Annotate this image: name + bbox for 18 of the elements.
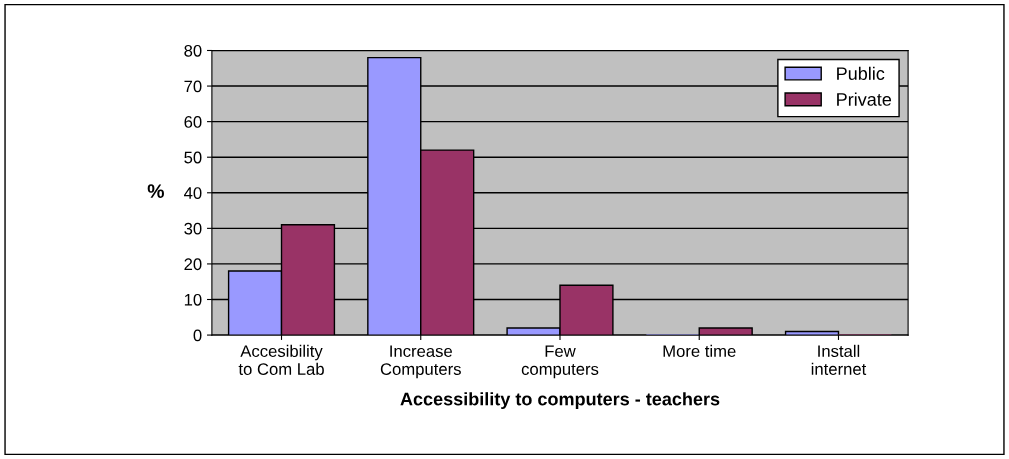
x-tick-label: Increase Computers (380, 345, 461, 379)
x-tick-label: Few computers (521, 345, 599, 379)
y-tick-label: 20 (184, 258, 202, 271)
x-tick-label: More time (663, 344, 736, 358)
y-tick-label: 80 (184, 44, 202, 57)
y-tick-label: 30 (184, 222, 202, 235)
x-tick-label: Install internet (811, 344, 867, 375)
y-tick-label: 40 (184, 187, 202, 199)
y-tick-label: 0 (193, 329, 202, 342)
x-axis-title: Accessibility to computers - teachers (400, 392, 720, 409)
y-tick-label: 60 (184, 116, 202, 128)
y-tick-label: 50 (184, 151, 202, 164)
y-tick-label: 10 (184, 293, 202, 306)
legend-label: Public (837, 66, 885, 80)
x-tick-label: Accesibility to Com Lab (238, 344, 324, 375)
legend-label: Private (837, 92, 892, 106)
y-tick-label: 70 (184, 80, 202, 93)
y-axis-title: % (147, 184, 164, 198)
